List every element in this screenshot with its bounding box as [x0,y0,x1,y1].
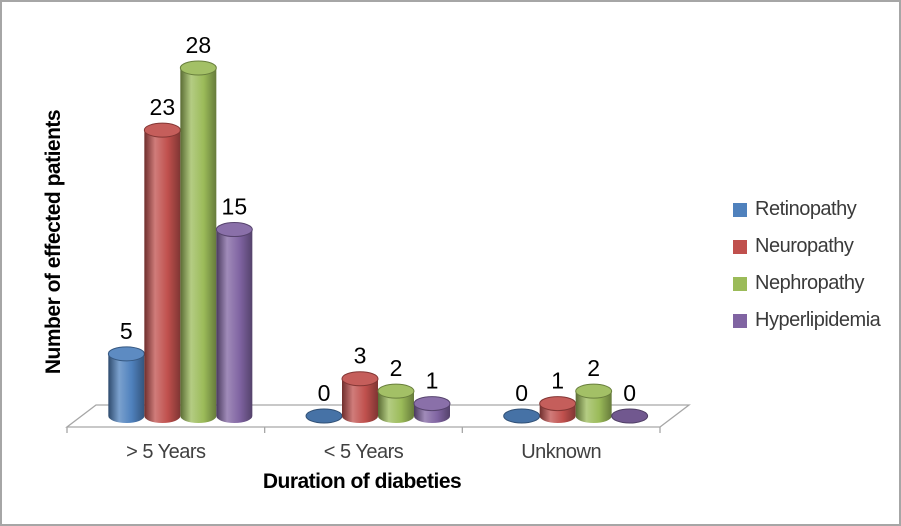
legend-label: Retinopathy [755,198,857,220]
value-label: 2 [587,355,600,381]
value-label: 0 [318,380,331,406]
legend-swatch [733,239,747,254]
legend-item-hyperlipidemia: Hyperlipidemia [733,309,881,332]
value-label: 5 [120,318,133,344]
bar-neuropathy-1 [341,371,379,423]
legend-swatch [733,313,747,328]
legend: Retinopathy Neuropathy Nephropathy Hyperlip… [733,198,881,346]
category-label: > 5 Years [126,441,206,463]
legend-label: Neuropathy [755,235,854,257]
value-label: 1 [426,368,439,394]
bar-retinopathy-0 [107,346,145,423]
bar-nephropathy-0 [179,60,217,424]
legend-label: Hyperlipidemia [755,309,881,331]
value-label: 3 [354,343,367,369]
value-label: 1 [551,368,564,394]
bar-hyperlipidemia-1 [413,396,451,423]
bar-hyperlipidemia-0 [215,222,253,424]
value-label: 28 [186,32,212,58]
category-label: Unknown [521,441,601,463]
legend-swatch [733,276,747,291]
value-label: 15 [222,194,248,220]
bar-neuropathy-0 [143,122,181,423]
bar-neuropathy-2 [539,396,577,424]
legend-item-retinopathy: Retinopathy [733,198,880,221]
bar-hyperlipidemia-2 [611,408,649,424]
value-label: 2 [390,355,403,381]
bar-retinopathy-2 [503,408,541,424]
value-label: 0 [623,380,636,406]
legend-item-neuropathy: Neuropathy [733,235,880,258]
bar-nephropathy-1 [377,383,415,423]
category-label: < 5 Years [324,441,404,463]
x-axis-title: Duration of diabeties [262,470,462,493]
bar-retinopathy-1 [305,408,343,424]
legend-label: Nephropathy [755,272,865,294]
legend-swatch [733,202,747,217]
value-label: 0 [515,380,528,406]
bar-nephropathy-2 [575,383,613,424]
legend-item-nephropathy: Nephropathy [733,272,880,295]
value-label: 23 [150,94,176,120]
